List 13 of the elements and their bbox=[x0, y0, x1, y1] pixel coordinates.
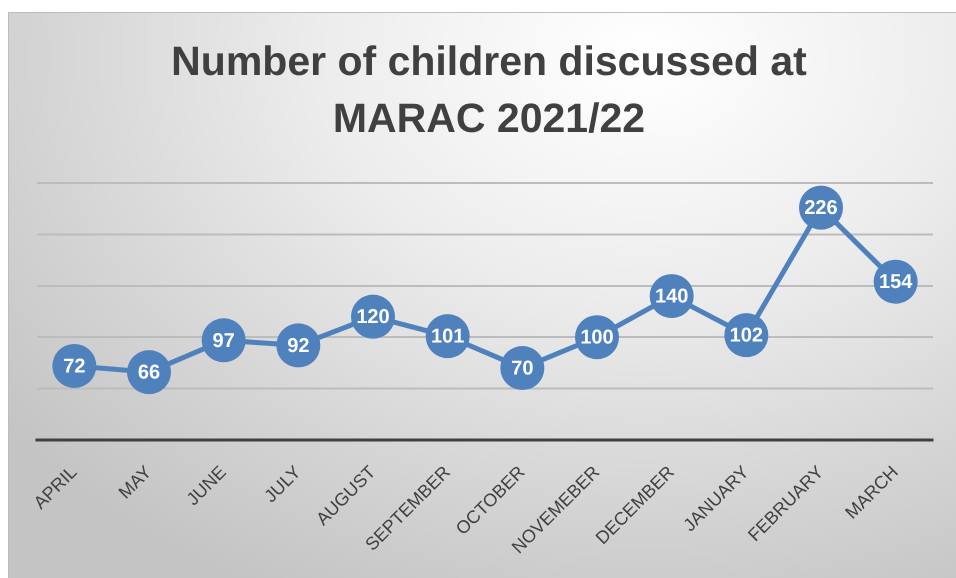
data-label: 120 bbox=[356, 306, 390, 328]
data-label: 72 bbox=[63, 356, 86, 378]
data-label: 70 bbox=[511, 358, 534, 380]
data-label: 140 bbox=[654, 286, 688, 308]
data-label: 226 bbox=[804, 197, 838, 220]
data-label: 101 bbox=[430, 326, 464, 348]
data-label: 97 bbox=[212, 330, 235, 352]
data-label: 100 bbox=[580, 326, 614, 349]
data-label: 66 bbox=[138, 362, 160, 384]
chart-title: Number of children discussed at MARAC 2021/22 bbox=[170, 37, 808, 143]
data-label: 154 bbox=[878, 271, 914, 294]
data-label: 102 bbox=[730, 324, 764, 347]
data-label: 92 bbox=[287, 334, 310, 357]
